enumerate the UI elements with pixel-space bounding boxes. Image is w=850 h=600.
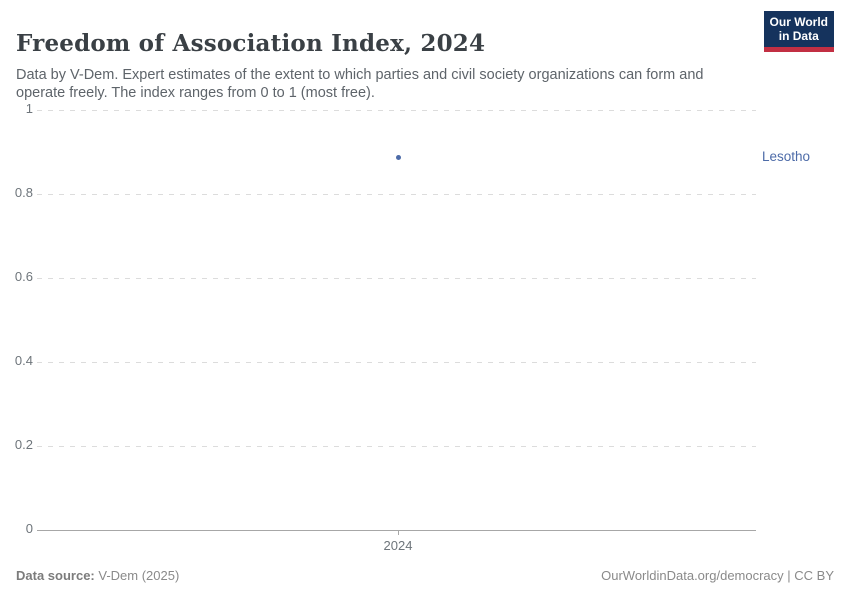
x-tick-label: 2024 — [383, 538, 413, 553]
owid-logo-line2: in Data — [778, 29, 819, 44]
page-title: Freedom of Association Index, 2024 — [16, 30, 486, 58]
owid-logo[interactable]: Our World in Data — [763, 11, 834, 52]
footer-link[interactable]: OurWorldinData.org/democracy | CC BY — [601, 568, 834, 583]
footer-source-value: V-Dem (2025) — [94, 568, 180, 583]
gridline — [37, 278, 756, 279]
y-tick-label: 0 — [25, 521, 33, 536]
x-axis-line — [37, 530, 756, 531]
y-tick-label: 1 — [25, 101, 33, 116]
x-axis-tick — [398, 530, 399, 535]
gridline — [37, 362, 756, 363]
gridline — [37, 446, 756, 447]
y-tick-label: 0.8 — [14, 185, 33, 200]
y-tick-label: 0.2 — [14, 437, 33, 452]
y-tick-label: 0.4 — [14, 353, 33, 368]
footer-source: Data source: V-Dem (2025) — [16, 568, 179, 583]
gridline — [37, 110, 756, 111]
chart-subtitle: Data by V-Dem. Expert estimates of the e… — [16, 66, 704, 102]
owid-logo-line1: Our World — [769, 15, 828, 29]
series-label-lesotho[interactable]: Lesotho — [762, 148, 811, 164]
y-tick-label: 0.6 — [14, 269, 33, 284]
footer-source-label: Data source: — [16, 568, 95, 583]
data-point-lesotho[interactable] — [395, 155, 401, 161]
gridline — [37, 194, 756, 195]
